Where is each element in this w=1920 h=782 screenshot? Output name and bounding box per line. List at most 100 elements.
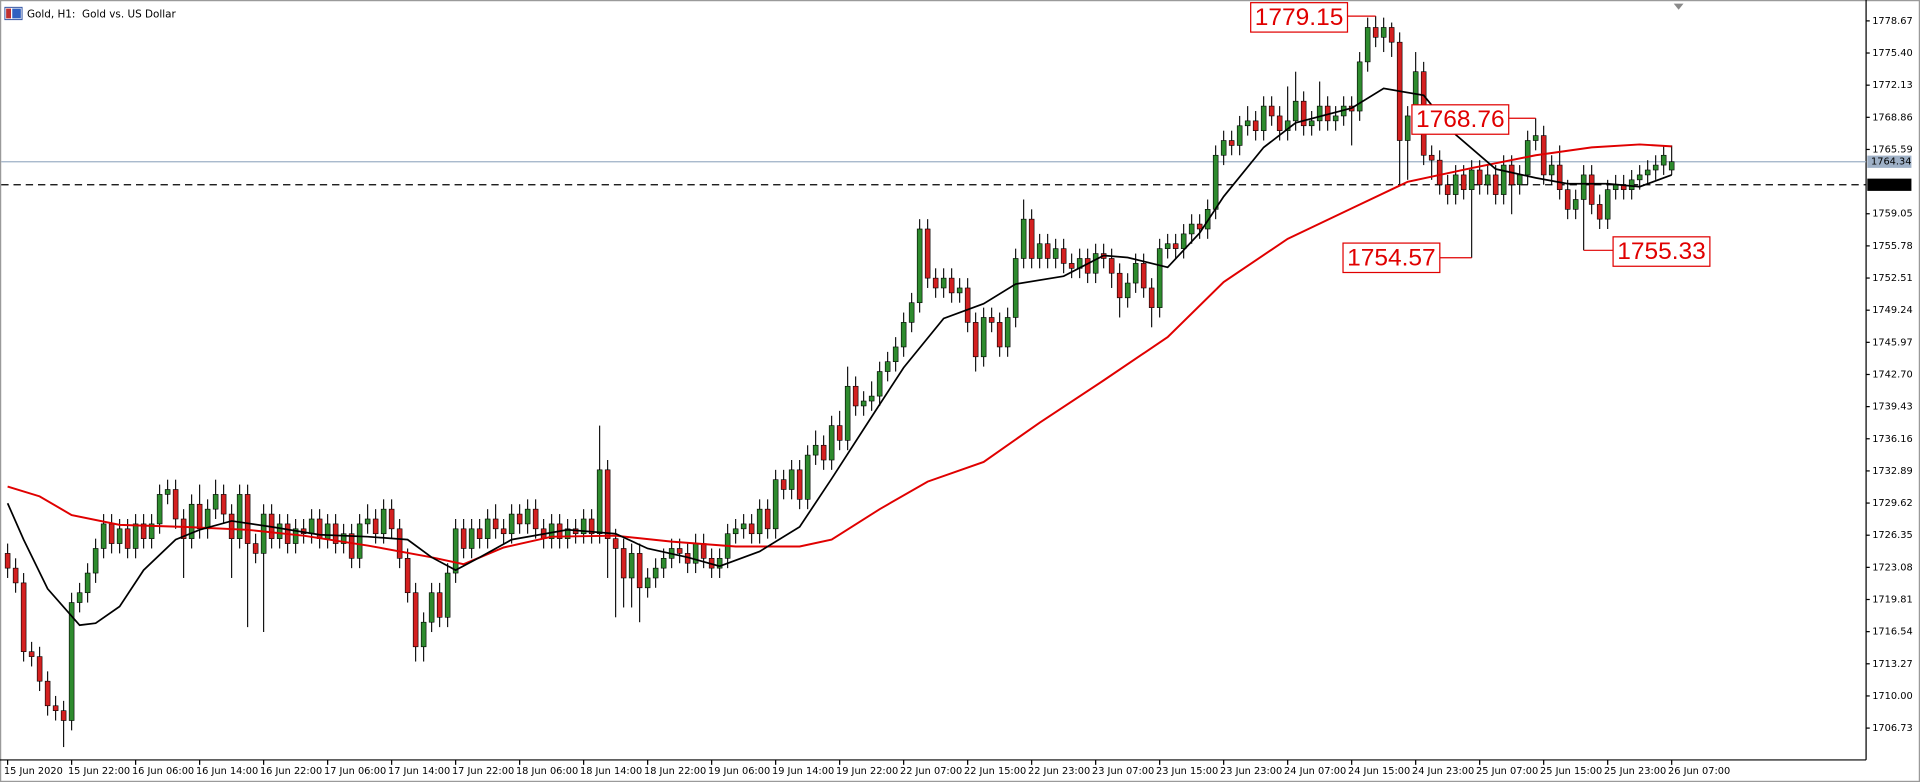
candle-body [1220, 140, 1227, 156]
y-tick-label: 1726.35 [1872, 530, 1913, 541]
candle-body [1060, 248, 1067, 264]
candle-body [1548, 164, 1555, 176]
candle-body [1132, 263, 1139, 284]
candle-body [172, 489, 179, 520]
candle-body [260, 513, 267, 554]
candle-body [404, 558, 411, 594]
candle-body [1020, 218, 1027, 259]
candle-body [1596, 204, 1603, 220]
candle-body [996, 322, 1003, 348]
candle-body [1532, 135, 1539, 141]
candle-body [1452, 174, 1459, 195]
candle-body [612, 538, 619, 549]
candle-body [1204, 209, 1211, 230]
candle-body [1492, 174, 1499, 195]
level-label-box [1867, 178, 1912, 191]
candle-body [1380, 27, 1387, 38]
candle-body [108, 523, 115, 544]
candle-body [1300, 100, 1307, 127]
candle-body [916, 228, 923, 304]
y-tick-label: 1723.08 [1872, 562, 1913, 573]
candle-body [1668, 161, 1675, 171]
x-tick-label: 15 Jun 22:00 [68, 766, 130, 777]
candle-body [716, 558, 723, 569]
candle-body [1308, 120, 1315, 127]
annotation-label: 1768.76 [1416, 106, 1505, 133]
x-tick-label: 16 Jun 14:00 [196, 766, 258, 777]
x-tick-label: 17 Jun 06:00 [324, 766, 386, 777]
candle-body [1564, 189, 1571, 210]
x-tick-label: 23 Jun 15:00 [1156, 766, 1218, 777]
candle-body [524, 508, 531, 525]
candle-body [1028, 218, 1035, 259]
y-tick-label: 1732.89 [1872, 466, 1913, 477]
candle-body [1004, 317, 1011, 348]
candle-body [340, 533, 347, 544]
candle-body [204, 508, 211, 530]
x-tick-label: 17 Jun 14:00 [388, 766, 450, 777]
candle-body [4, 553, 11, 569]
x-tick-label: 18 Jun 06:00 [516, 766, 578, 777]
candle-body [156, 494, 163, 525]
candle-body [1108, 258, 1115, 274]
candle-body [948, 277, 955, 294]
candle-body [620, 548, 627, 579]
candle-body [436, 592, 443, 618]
candle-body [1180, 233, 1187, 249]
candle-body [236, 494, 243, 539]
candle-body [1500, 164, 1507, 195]
y-tick-label: 1778.67 [1872, 16, 1913, 27]
candle-body [884, 361, 891, 372]
candle-body [924, 228, 931, 279]
candle-body [1364, 27, 1371, 63]
candle-body [1436, 159, 1443, 186]
candle-body [500, 528, 507, 535]
candle-body [132, 523, 139, 549]
candle-body [452, 528, 459, 574]
candle-body [116, 528, 123, 544]
x-tick-label: 24 Jun 15:00 [1348, 766, 1410, 777]
candle-body [148, 523, 155, 539]
candle-body [772, 479, 779, 530]
candle-body [1460, 174, 1467, 190]
candle-body [396, 528, 403, 559]
candle-body [740, 523, 747, 530]
y-tick-label: 1745.97 [1872, 337, 1913, 348]
candle-body [1228, 140, 1235, 146]
candle-body [788, 469, 795, 490]
candle-body [1236, 125, 1243, 146]
y-tick-label: 1772.13 [1872, 80, 1913, 91]
candle-body [220, 494, 227, 515]
candle-body [1660, 154, 1667, 166]
candle-body [388, 508, 395, 530]
x-tick-label: 19 Jun 14:00 [772, 766, 834, 777]
y-tick-label: 1739.43 [1872, 402, 1913, 413]
y-tick-label: 1768.86 [1872, 112, 1913, 123]
candle-body [28, 651, 35, 657]
annotation-box [1612, 236, 1711, 267]
y-tick-label: 1716.54 [1872, 627, 1913, 638]
candle-body [1588, 174, 1595, 205]
candle-body [484, 518, 491, 539]
candle-body [900, 322, 907, 348]
candle-body [804, 454, 811, 500]
x-tick-label: 16 Jun 06:00 [132, 766, 194, 777]
candle-body [652, 567, 659, 579]
candle-body [292, 528, 299, 544]
candle-body [1284, 120, 1291, 131]
y-tick-label: 1719.81 [1872, 595, 1913, 606]
y-tick-label: 1736.16 [1872, 434, 1913, 445]
icon-part [6, 8, 12, 19]
candle-body [580, 518, 587, 535]
x-tick-label: 15 Jun 2020 [4, 766, 63, 777]
candle-body [892, 346, 899, 363]
x-tick-label: 24 Jun 07:00 [1284, 766, 1346, 777]
candle-body [356, 523, 363, 559]
shift-marker [1673, 3, 1684, 10]
candle-body [308, 518, 315, 535]
current-price-label: 1764.34 [1871, 157, 1912, 168]
candle-body [348, 533, 355, 559]
x-tick-label: 19 Jun 22:00 [836, 766, 898, 777]
candle-body [1084, 258, 1091, 274]
